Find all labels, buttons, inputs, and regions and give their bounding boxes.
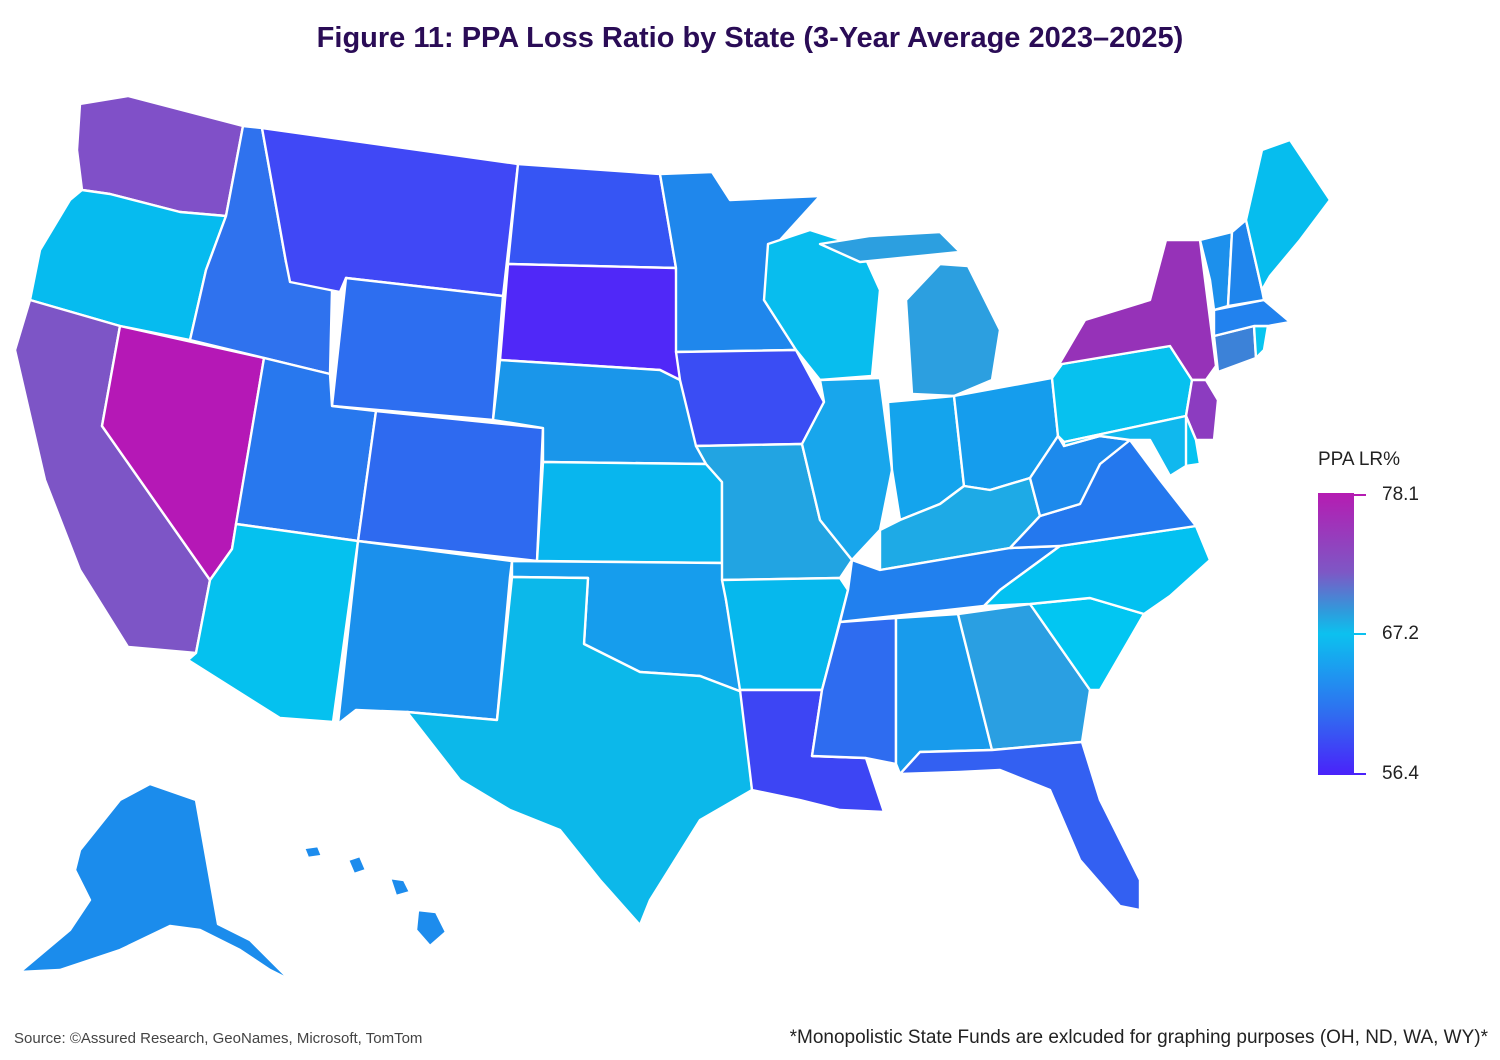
state-hi-maui[interactable] bbox=[388, 876, 412, 898]
state-md[interactable] bbox=[1062, 414, 1188, 478]
state-nm[interactable] bbox=[336, 539, 514, 726]
state-co[interactable] bbox=[356, 409, 545, 563]
state-mi-up[interactable] bbox=[818, 230, 962, 264]
state-ny[interactable] bbox=[1056, 238, 1218, 382]
chart-title: Figure 11: PPA Loss Ratio by State (3-Ye… bbox=[316, 22, 1184, 54]
state-wy[interactable] bbox=[330, 276, 505, 422]
state-fl[interactable] bbox=[898, 740, 1142, 912]
legend-color-scale bbox=[1318, 493, 1354, 775]
state-ak[interactable] bbox=[18, 782, 292, 982]
legend-tick-min bbox=[1354, 773, 1366, 775]
footnote: *Monopolistic State Funds are exlcuded f… bbox=[789, 1027, 1488, 1048]
legend-tick-mid bbox=[1354, 633, 1366, 635]
state-hi-kauai[interactable] bbox=[302, 844, 324, 860]
state-ri[interactable] bbox=[1252, 324, 1270, 360]
state-hi-oahu[interactable] bbox=[346, 854, 368, 876]
state-wi[interactable] bbox=[762, 228, 882, 382]
legend-max-label: 78.1 bbox=[1382, 484, 1419, 505]
state-ks[interactable] bbox=[535, 460, 724, 565]
state-nd[interactable] bbox=[506, 162, 678, 270]
state-nc[interactable] bbox=[982, 524, 1212, 616]
legend-tick-max bbox=[1354, 494, 1366, 496]
state-me[interactable] bbox=[1244, 138, 1332, 292]
state-az[interactable] bbox=[186, 522, 360, 724]
state-ia[interactable] bbox=[674, 348, 826, 448]
state-nh[interactable] bbox=[1226, 218, 1266, 308]
legend-mid-label: 67.2 bbox=[1382, 623, 1419, 644]
source-credit: Source: ©Assured Research, GeoNames, Mic… bbox=[14, 1030, 423, 1047]
state-vt[interactable] bbox=[1198, 230, 1234, 312]
state-mt[interactable] bbox=[260, 126, 520, 298]
legend-min-label: 56.4 bbox=[1382, 763, 1419, 784]
legend-title: PPA LR% bbox=[1318, 449, 1401, 470]
state-hi[interactable] bbox=[414, 908, 448, 948]
state-mi[interactable] bbox=[904, 262, 1002, 398]
state-tx[interactable] bbox=[405, 575, 754, 927]
